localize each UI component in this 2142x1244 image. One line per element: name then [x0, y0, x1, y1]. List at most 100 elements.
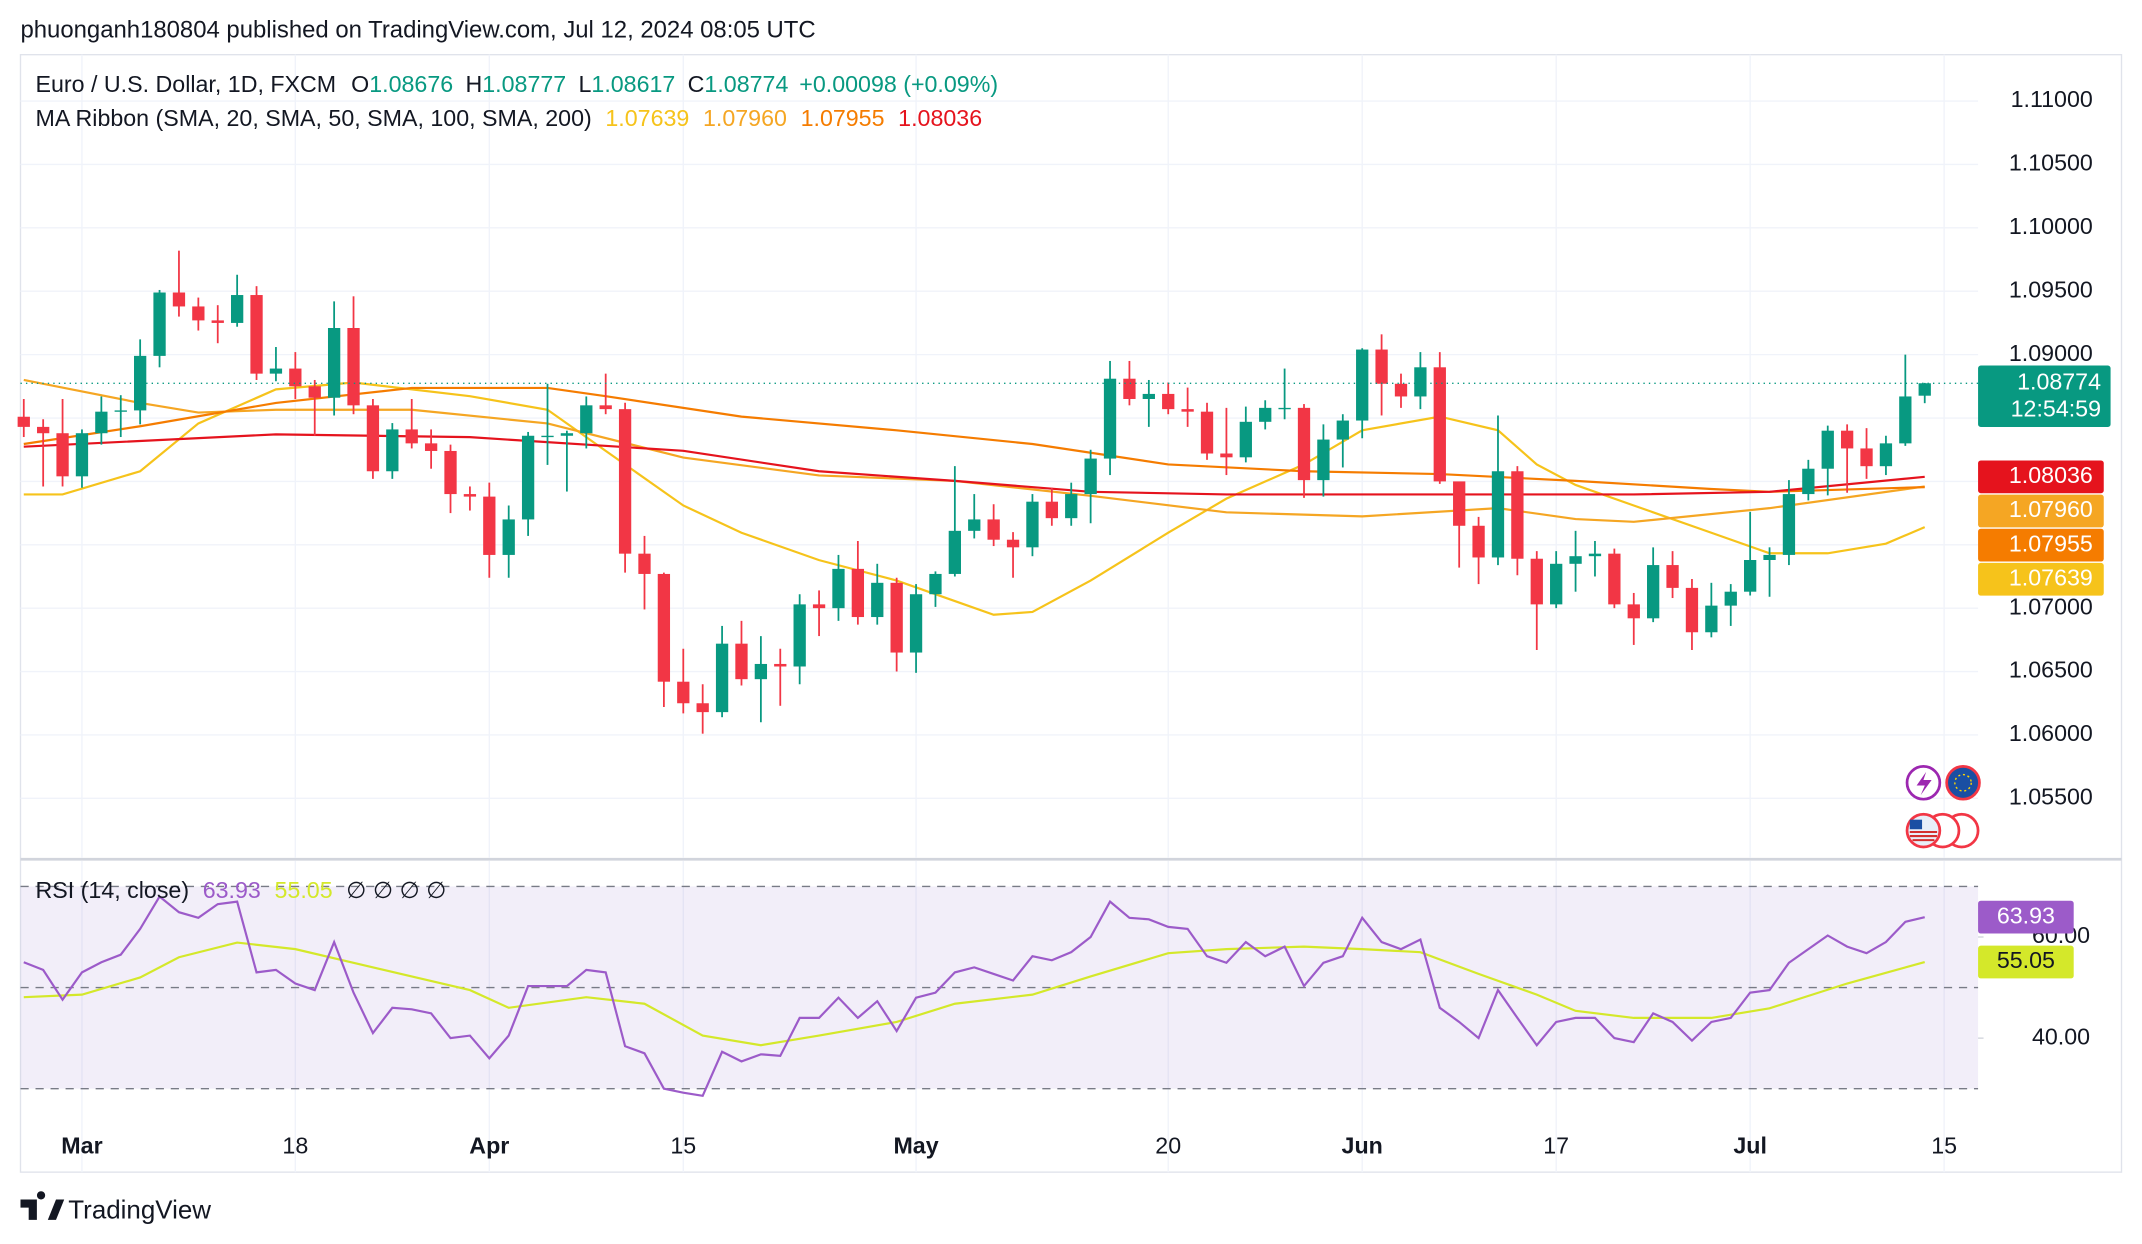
- ribbon-title: MA Ribbon (SMA, 20, SMA, 50, SMA, 100, S…: [36, 105, 592, 131]
- candle-body: [1006, 539, 1020, 548]
- y-tick-label: 1.09500: [2009, 276, 2093, 302]
- icon: [1909, 819, 1923, 830]
- candle-body: [1744, 559, 1757, 592]
- y-tick-label: 1.11000: [2011, 86, 2093, 112]
- candle-body: [56, 433, 69, 477]
- candle-body: [1394, 383, 1408, 397]
- rsi-value: 63.93: [203, 877, 261, 903]
- currency-icons: [1905, 765, 1981, 849]
- candle-body: [793, 604, 806, 667]
- candle-body: [1782, 494, 1796, 555]
- candle-body: [560, 433, 574, 436]
- candle-body: [95, 411, 108, 434]
- candle-body: [250, 295, 263, 374]
- candle-body: [172, 292, 186, 307]
- x-tick-label: Mar: [61, 1133, 102, 1159]
- candle-body: [153, 292, 166, 356]
- candle-body: [17, 416, 30, 427]
- candle-body: [1278, 407, 1291, 410]
- chart-layer: Mar 18 Apr 15 May 20 Jun 17 Jul 15 1.05500 1.06000 1…: [17, 54, 2111, 1173]
- tradingview-logo: TradingView: [20, 1191, 211, 1225]
- symbol-title: Euro / U.S. Dollar, 1D, FXCM: [36, 71, 337, 97]
- candle-body: [1860, 448, 1873, 467]
- icon: [1916, 771, 1932, 796]
- y-tick-label: 1.06500: [2009, 657, 2093, 683]
- na-marks: ∅ ∅ ∅ ∅: [346, 877, 446, 903]
- ma-badge-label: 1.07960: [2009, 496, 2093, 522]
- ohlc-key: O: [351, 71, 369, 97]
- candle-body: [1200, 411, 1214, 454]
- candle-body: [386, 429, 399, 472]
- icon: [1909, 830, 1938, 842]
- candle-body: [405, 429, 418, 444]
- candle-body: [1181, 409, 1194, 412]
- ohlc-key: H: [465, 71, 482, 97]
- candle-body: [1123, 378, 1136, 399]
- rsi-ma-value: 55.05: [275, 877, 333, 903]
- icon: [1945, 765, 1981, 801]
- candle-body: [754, 663, 768, 680]
- candle-body: [987, 519, 1000, 540]
- ohlc-key: C: [688, 71, 705, 97]
- ma-badge-label: 1.07955: [2009, 530, 2093, 556]
- candle-body: [1588, 553, 1602, 557]
- candle-body: [1472, 525, 1485, 558]
- candle-body: [1259, 407, 1272, 422]
- candle-body: [424, 443, 438, 451]
- legend-rsi: RSI (14, close) 63.93 55.05 ∅ ∅ ∅ ∅: [36, 877, 447, 903]
- candle-body: [192, 306, 205, 321]
- candle-body: [211, 320, 224, 323]
- candle-body: [1821, 430, 1834, 469]
- candle-body: [735, 643, 748, 680]
- candle-body: [502, 519, 515, 555]
- last-price-badge: [1978, 365, 2111, 427]
- candle-body: [327, 327, 341, 398]
- legend-ohlc: Euro / U.S. Dollar, 1D, FXCM O1.08676 H1.0…: [36, 71, 999, 97]
- candle-body: [1511, 471, 1524, 559]
- ma-badge-label: 1.07639: [2009, 564, 2093, 590]
- candle-body: [657, 573, 671, 682]
- candle-body: [871, 582, 884, 618]
- candle-body: [1356, 349, 1369, 421]
- rsi-ma-line: [23, 941, 1926, 1047]
- candle-body: [599, 405, 612, 410]
- candle-body: [1840, 430, 1854, 449]
- y-tick-label: 1.09000: [2009, 340, 2093, 366]
- candle-body: [1297, 407, 1311, 481]
- candle-body: [1627, 604, 1640, 619]
- legend-ribbon: MA Ribbon (SMA, 20, SMA, 50, SMA, 100, S…: [36, 105, 983, 131]
- candle-body: [715, 643, 729, 713]
- candle-body: [1608, 553, 1621, 605]
- last-price-label: 1.08774: [2017, 368, 2101, 394]
- ribbon-value: 1.07639: [605, 105, 689, 131]
- publish-header: phuonganh180804 published on TradingView…: [20, 17, 815, 44]
- candle-body: [483, 496, 496, 555]
- candle-body: [1647, 565, 1660, 619]
- ohlc-key: L: [578, 71, 591, 97]
- y-tick-label: 1.05500: [2009, 783, 2093, 809]
- ma-line: [23, 386, 1925, 493]
- candle-body: [638, 553, 651, 574]
- candle-body: [541, 435, 554, 438]
- ma-badge: [1978, 494, 2104, 528]
- x-tick-label: Jul: [1733, 1133, 1767, 1159]
- candle-body: [1239, 421, 1252, 458]
- candle-body: [1220, 453, 1233, 458]
- candle-body: [37, 426, 50, 434]
- ribbon-value: 1.08036: [898, 105, 982, 131]
- candle-body: [1550, 563, 1563, 605]
- candle-body: [1763, 554, 1776, 560]
- ribbon-value: 1.07960: [703, 105, 787, 131]
- candle-body: [618, 409, 632, 554]
- candle-body: [909, 594, 923, 653]
- ohlc-value: 1.08774: [704, 71, 788, 97]
- x-tick-label: 15: [1931, 1133, 1957, 1159]
- candle-body: [75, 433, 89, 477]
- candle-body: [308, 386, 321, 398]
- candle-body: [1414, 367, 1427, 397]
- ma-badge: [1978, 460, 2104, 494]
- candle-body: [1899, 396, 1912, 444]
- candle-body: [1336, 420, 1349, 440]
